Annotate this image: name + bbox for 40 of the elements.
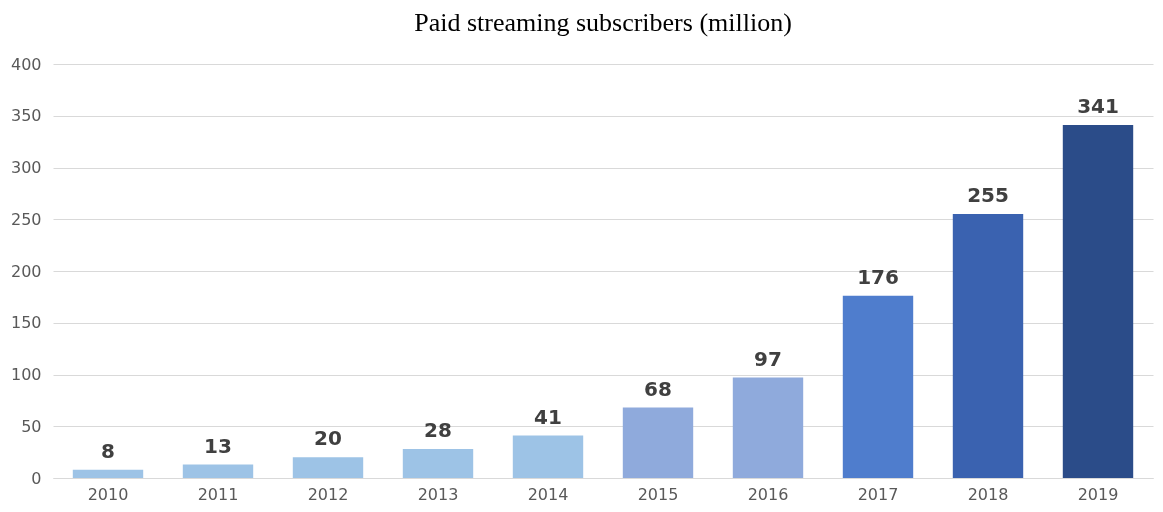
y-tick-label: 50 (21, 416, 42, 436)
x-tick-label: 2015 (637, 484, 679, 504)
bar (512, 435, 584, 478)
x-tick-label: 2010 (87, 484, 129, 504)
bar (732, 377, 804, 478)
data-label: 13 (204, 433, 232, 458)
x-tick-label: 2017 (857, 484, 899, 504)
y-tick-label: 250 (10, 209, 42, 229)
x-tick-label: 2016 (747, 484, 789, 504)
y-tick-label: 0 (31, 468, 42, 488)
bar (182, 464, 254, 478)
x-tick-label: 2013 (417, 484, 459, 504)
y-tick-label: 200 (10, 261, 42, 281)
chart-title: Paid streaming subscribers (million) (414, 8, 792, 37)
bar (622, 407, 694, 478)
data-label: 341 (1077, 94, 1119, 119)
y-tick-label: 150 (10, 313, 42, 333)
data-label: 20 (314, 426, 342, 451)
data-label: 97 (754, 346, 782, 371)
bar (952, 214, 1024, 478)
bar (402, 449, 474, 478)
x-tick-label: 2011 (197, 484, 239, 504)
x-tick-label: 2018 (967, 484, 1009, 504)
data-label: 28 (424, 418, 452, 443)
data-label: 41 (534, 404, 562, 429)
y-tick-label: 400 (10, 54, 42, 74)
bar (1062, 125, 1134, 478)
data-label: 68 (644, 376, 672, 401)
y-tick-label: 350 (10, 106, 42, 126)
x-tick-label: 2014 (527, 484, 569, 504)
data-label: 8 (101, 438, 115, 463)
bar (292, 457, 364, 478)
data-label: 255 (967, 183, 1009, 208)
y-tick-label: 100 (10, 365, 42, 384)
bar (72, 469, 144, 478)
x-tick-label: 2019 (1077, 484, 1119, 504)
data-label: 176 (857, 264, 899, 289)
bar (842, 295, 914, 478)
x-tick-label: 2012 (307, 484, 349, 504)
y-tick-label: 300 (10, 158, 42, 177)
